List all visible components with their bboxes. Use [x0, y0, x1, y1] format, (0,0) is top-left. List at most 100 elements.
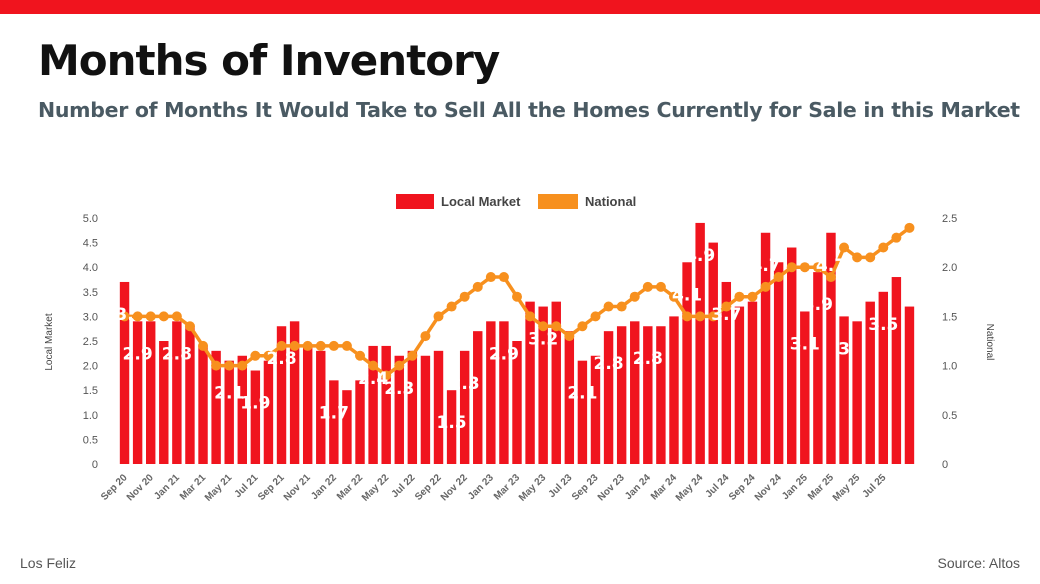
local-market-bar [852, 321, 862, 464]
national-point [263, 350, 274, 361]
national-point [538, 321, 549, 332]
x-tick-label: May 24 [674, 472, 706, 504]
x-tick-label: May 23 [517, 472, 549, 504]
national-point [760, 281, 771, 292]
local-market-bar [682, 262, 692, 464]
local-market-bar [119, 281, 130, 464]
page-subtitle: Number of Months It Would Take to Sell A… [38, 98, 1020, 122]
national-point [904, 222, 915, 233]
local-market-bar [486, 321, 496, 464]
local-market-bar [263, 360, 274, 464]
bar-data-label: 2.8 [633, 349, 663, 369]
national-point [878, 242, 889, 253]
national-point [276, 340, 287, 351]
bar-data-label: 2.1 [214, 384, 244, 404]
national-point [355, 350, 366, 361]
bar-data-label: 2.8 [162, 344, 192, 364]
national-point [734, 291, 745, 302]
x-tick-label: Jan 21 [152, 472, 182, 502]
y-tick-label-right: 2.5 [942, 213, 957, 225]
national-point [394, 360, 405, 371]
national-point [590, 311, 601, 322]
national-point [433, 311, 444, 322]
national-point [420, 331, 431, 342]
national-point [825, 272, 836, 283]
y-tick-label-left: 0 [92, 459, 98, 471]
national-point [747, 291, 758, 302]
bar-data-label: 4.1 [672, 285, 702, 305]
source-label: Source: Altos [937, 555, 1021, 571]
x-tick-label: Nov 20 [125, 472, 156, 503]
x-tick-label: May 22 [360, 472, 392, 504]
national-point [799, 262, 810, 273]
local-market-bar [721, 281, 732, 464]
bar-data-label: 2.9 [123, 344, 153, 364]
local-market-bar [800, 311, 810, 464]
x-tick-label: Nov 21 [282, 472, 313, 503]
bar-data-label: 1.7 [319, 403, 349, 423]
legend-local-market-label: Local Market [441, 194, 521, 209]
local-market-bar [865, 301, 875, 464]
local-market-bar [577, 360, 588, 464]
local-market-bar [603, 331, 614, 464]
local-market-bar [250, 370, 261, 464]
national-point [289, 340, 300, 351]
bar-data-label: 4.7 [816, 256, 846, 276]
bar-data-label: 4.7 [750, 256, 780, 276]
legend-national-label: National [585, 194, 636, 209]
national-point [891, 232, 902, 243]
x-tick-label: Sep 21 [256, 472, 287, 503]
national-point [839, 242, 850, 253]
y-tick-label-left: 0.5 [83, 434, 98, 446]
national-point [171, 311, 182, 322]
local-market-bar [368, 345, 378, 464]
local-market-bar [512, 341, 522, 464]
local-market-bar [407, 350, 418, 464]
national-point [446, 301, 457, 312]
local-market-bar [499, 321, 509, 464]
national-point [328, 340, 339, 351]
national-point [786, 262, 797, 273]
local-market-bar [211, 350, 221, 464]
local-market-bar [695, 222, 705, 464]
y-tick-label-left: 2.0 [83, 361, 98, 373]
local-market-bar [616, 326, 627, 464]
local-market-bar [420, 355, 431, 464]
bar-data-label: 3.1 [790, 334, 820, 354]
bar-data-label: 2.8 [266, 349, 296, 369]
y-tick-label-left: 3.0 [83, 311, 98, 323]
local-market-bar [525, 301, 535, 464]
y-axis-right: 0 0.5 1.0 1.5 2.0 2.5 [942, 213, 957, 471]
national-point [525, 311, 536, 322]
local-market-bar [198, 345, 208, 464]
national-point [368, 360, 379, 371]
local-market-bar [656, 326, 666, 464]
national-point [695, 311, 706, 322]
local-market-bar [878, 291, 889, 464]
local-market-bar [787, 247, 797, 464]
bar-data-label: 3.2 [528, 330, 558, 350]
bar-data-label: 3.7 [711, 305, 741, 325]
national-point [198, 340, 209, 351]
bar-data-label: 3 [838, 339, 850, 359]
bar-data-label: 2.8 [594, 354, 624, 374]
local-market-bar [839, 316, 849, 464]
x-tick-label: Nov 22 [439, 472, 470, 503]
y-tick-label-left: 2.5 [83, 336, 98, 348]
local-market-bar [708, 242, 718, 464]
bar-data-label: 3.9 [803, 295, 833, 315]
months-of-inventory-chart: Local Market National Local Market Natio… [44, 194, 995, 504]
local-market-bar [773, 262, 784, 464]
y-tick-label-right: 2.0 [942, 262, 957, 274]
local-market-bar [394, 355, 404, 464]
bar-data-label: 1.5 [437, 413, 467, 433]
y-tick-label-left: 5.0 [83, 213, 98, 225]
x-tick-label: Jan 25 [780, 472, 810, 502]
local-market-bar [904, 306, 915, 464]
x-tick-label: Nov 23 [596, 472, 627, 503]
national-point [315, 340, 326, 351]
local-market-bar [564, 331, 575, 464]
y-tick-label-right: 1.5 [942, 311, 957, 323]
local-market-bar [146, 321, 156, 464]
national-point [721, 301, 732, 312]
